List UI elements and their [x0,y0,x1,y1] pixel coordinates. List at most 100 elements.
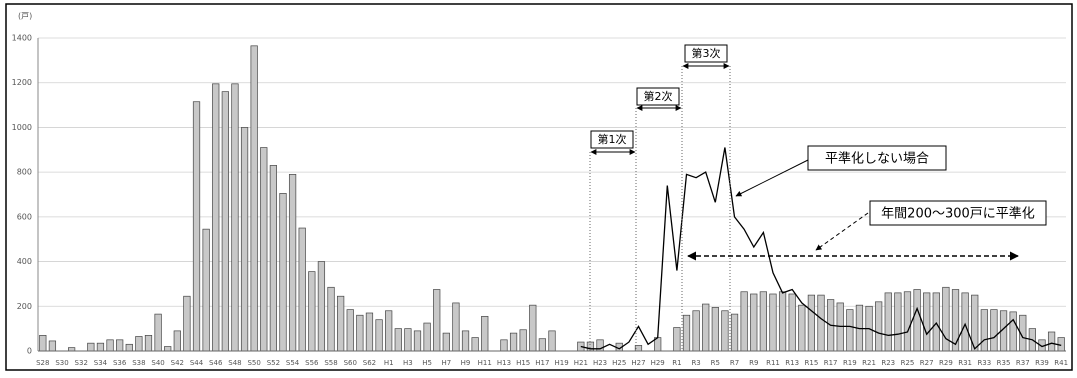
x-tick-label: R3 [691,359,700,367]
bar [461,330,470,352]
x-tick-label: H3 [403,359,413,367]
bar [442,332,450,352]
x-tick-label: R5 [711,359,720,367]
x-tick-label: R41 [1054,359,1068,367]
bar [932,292,940,352]
bar [394,328,402,352]
x-tick-label: H19 [555,359,569,367]
y-tick-label: 1000 [12,123,32,132]
bar [846,309,854,352]
bar [529,304,537,352]
bar [413,330,422,352]
y-tick-label: 1400 [12,34,32,43]
bar [740,291,748,352]
x-tick-label: S52 [267,359,280,367]
bar [260,147,268,352]
bar [538,338,547,352]
x-tick-label: H29 [651,359,665,367]
bar [192,101,201,352]
bar [711,307,719,352]
bar [500,339,508,352]
bar [125,343,133,352]
x-tick-label: R35 [997,359,1011,367]
x-tick-label: H1 [384,359,394,367]
x-tick-label: H5 [422,359,432,367]
y-tick-label: 200 [17,302,32,311]
bar [903,291,912,352]
x-tick-label: S62 [363,359,376,367]
x-tick-label: S34 [94,359,108,367]
y-tick-label: 400 [17,257,32,266]
x-tick-label: H13 [497,359,511,367]
bar [471,337,479,352]
y-tick-label: 0 [27,347,32,356]
bar [452,302,460,352]
bar [798,304,806,352]
bar [87,342,95,352]
bar [1047,331,1056,352]
x-tick-label: R25 [901,359,915,367]
x-tick-label: S42 [171,359,184,367]
x-tick-label: S54 [286,359,300,367]
bar [980,309,988,352]
bar [279,193,287,352]
bar [923,292,931,352]
bar [221,91,229,352]
bar [1009,311,1017,352]
x-tick-label: H9 [461,359,471,367]
bar [769,293,777,352]
bar [433,289,441,352]
bar [317,261,326,352]
bar [481,315,489,352]
bar [135,336,143,352]
x-tick-label: R21 [862,359,876,367]
x-tick-label: H27 [631,359,645,367]
bar [164,346,172,352]
line-callout: 平準化しない場合 [825,151,929,167]
x-tick-label: H7 [441,359,451,367]
phase-label: 第3次 [692,46,721,60]
callout-box [807,145,947,171]
bar [346,309,354,352]
bar [250,45,258,352]
callout-arrow [735,159,809,197]
x-tick-label: S30 [55,359,68,367]
x-tick-label: S58 [324,359,337,367]
callout-arrow [815,212,869,251]
bar [365,312,374,352]
level-callout: 年間200～300戸に平準化 [881,206,1035,222]
bar [702,303,710,352]
y-tick-label: 600 [17,212,32,221]
x-tick-label: H21 [574,359,588,367]
bar [817,294,825,352]
x-tick-label: R19 [843,359,857,367]
bar [884,292,892,352]
frame [5,3,1073,371]
bar [509,332,518,352]
x-tick-label: S50 [247,359,260,367]
x-tick-label: R9 [749,359,758,367]
bar [39,335,47,352]
bar [212,83,220,352]
x-tick-label: R15 [805,359,819,367]
bar [951,289,960,352]
x-tick-label: R23 [881,359,895,367]
x-tick-label: H11 [478,359,492,367]
x-tick-label: R33 [977,359,991,367]
x-tick-label: R13 [785,359,799,367]
bar [788,293,796,352]
x-tick-label: S36 [113,359,127,367]
x-tick-label: S28 [36,359,49,367]
bar [308,271,316,352]
bar [875,301,883,352]
bar [327,286,335,352]
x-tick-label: R17 [824,359,838,367]
bar [106,339,114,352]
x-tick-label: S60 [344,359,357,367]
phase-label: 第1次 [598,132,627,146]
phase-box [684,44,728,63]
bar [990,309,998,352]
x-tick-label: S46 [209,359,223,367]
x-tick-label: H15 [516,359,530,367]
